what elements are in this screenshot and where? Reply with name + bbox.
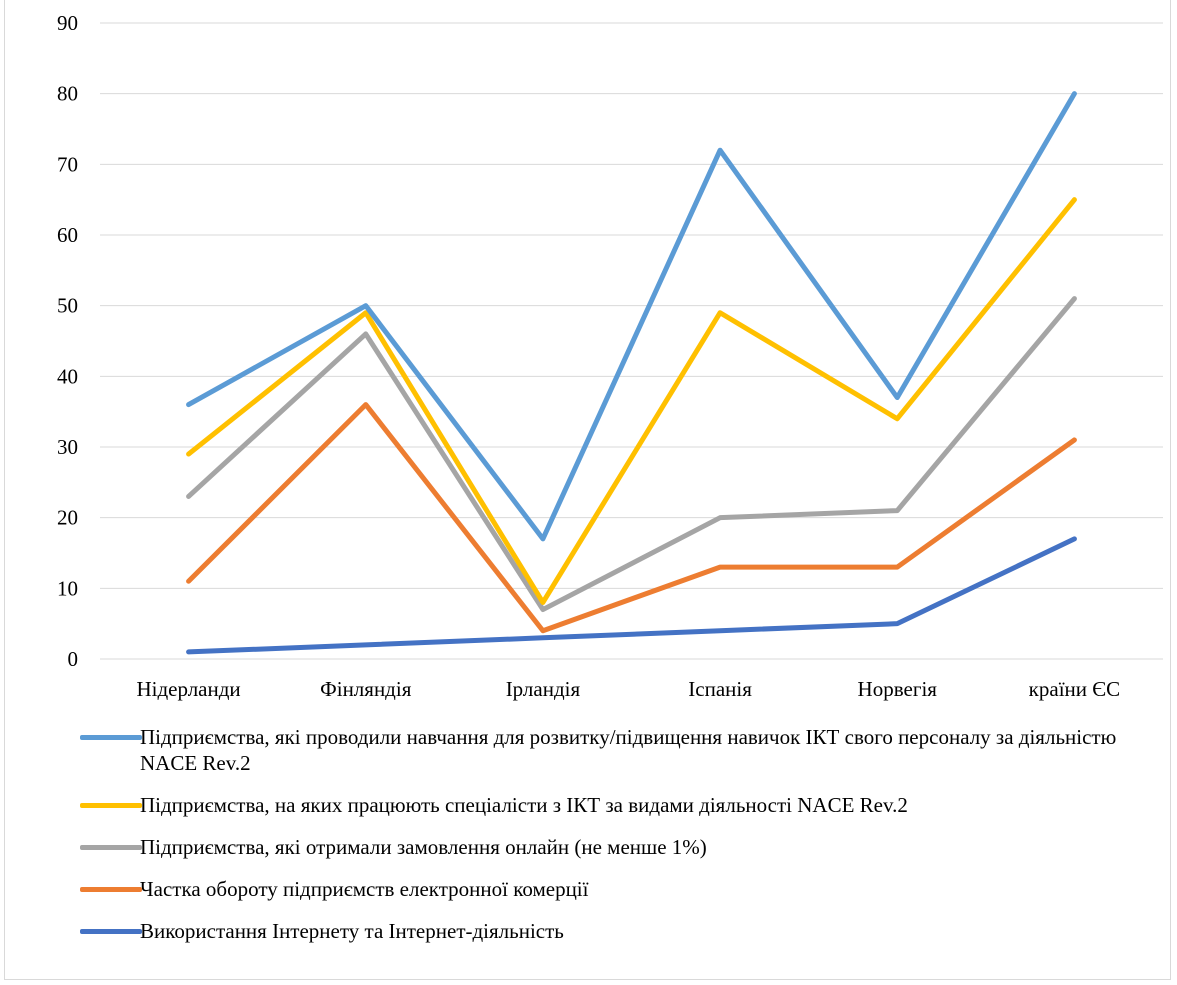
y-tick-label: 70 <box>57 152 78 176</box>
legend-label: Частка обороту підприємств електронної к… <box>140 877 589 901</box>
legend-swatch <box>80 887 142 892</box>
legend-item: Підприємства, які проводили навчання для… <box>80 724 1160 776</box>
x-tick-label: країни ЄС <box>1029 677 1120 701</box>
x-tick-label: Ірландія <box>506 677 581 701</box>
legend-item: Підприємства, які отримали замовлення он… <box>80 834 1160 860</box>
x-axis-ticks: Нідерланди Фінляндія Ірландія Іспанія Норвег… <box>136 677 1120 701</box>
x-tick-label: Фінляндія <box>320 677 412 701</box>
x-tick-label: Іспанія <box>688 677 752 701</box>
legend-swatch <box>80 929 142 934</box>
legend-label: Підприємства, які отримали замовлення он… <box>140 835 707 859</box>
legend: Підприємства, які проводили навчання для… <box>80 724 1160 944</box>
series-line <box>186 296 1077 613</box>
y-axis-ticks: 0 10 20 30 40 50 60 70 80 90 <box>57 11 78 671</box>
x-tick-label: Норвегія <box>858 677 938 701</box>
y-tick-label: 60 <box>57 223 78 247</box>
series-line <box>186 197 1077 605</box>
line-chart: 0 10 20 30 40 50 60 70 80 90 Нідерланди Фінляндія І… <box>57 11 1163 701</box>
y-tick-label: 20 <box>57 506 78 530</box>
legend-label: Підприємства, які проводили навчання для… <box>140 725 1117 775</box>
y-tick-label: 50 <box>57 294 78 318</box>
legend-item: Частка обороту підприємств електронної к… <box>80 876 1160 902</box>
series-line <box>186 536 1077 655</box>
y-tick-label: 90 <box>57 11 78 35</box>
legend-swatch <box>80 845 142 850</box>
series-line <box>186 91 1077 542</box>
y-tick-label: 0 <box>68 647 79 671</box>
y-tick-label: 80 <box>57 82 78 106</box>
legend-swatch <box>80 803 142 808</box>
chart-frame <box>4 0 1171 980</box>
y-tick-label: 40 <box>57 364 78 388</box>
y-tick-label: 10 <box>57 576 78 600</box>
series-line <box>186 402 1077 634</box>
series-lines <box>186 91 1077 655</box>
x-tick-label: Нідерланди <box>136 677 240 701</box>
legend-swatch <box>80 735 142 740</box>
legend-item: Використання Інтернету та Інтернет-діяль… <box>80 918 1160 944</box>
gridlines <box>100 22 1163 660</box>
legend-label: Підприємства, на яких працюють спеціаліс… <box>140 793 908 817</box>
legend-label: Використання Інтернету та Інтернет-діяль… <box>140 919 564 943</box>
y-tick-label: 30 <box>57 435 78 459</box>
legend-item: Підприємства, на яких працюють спеціаліс… <box>80 792 1160 818</box>
